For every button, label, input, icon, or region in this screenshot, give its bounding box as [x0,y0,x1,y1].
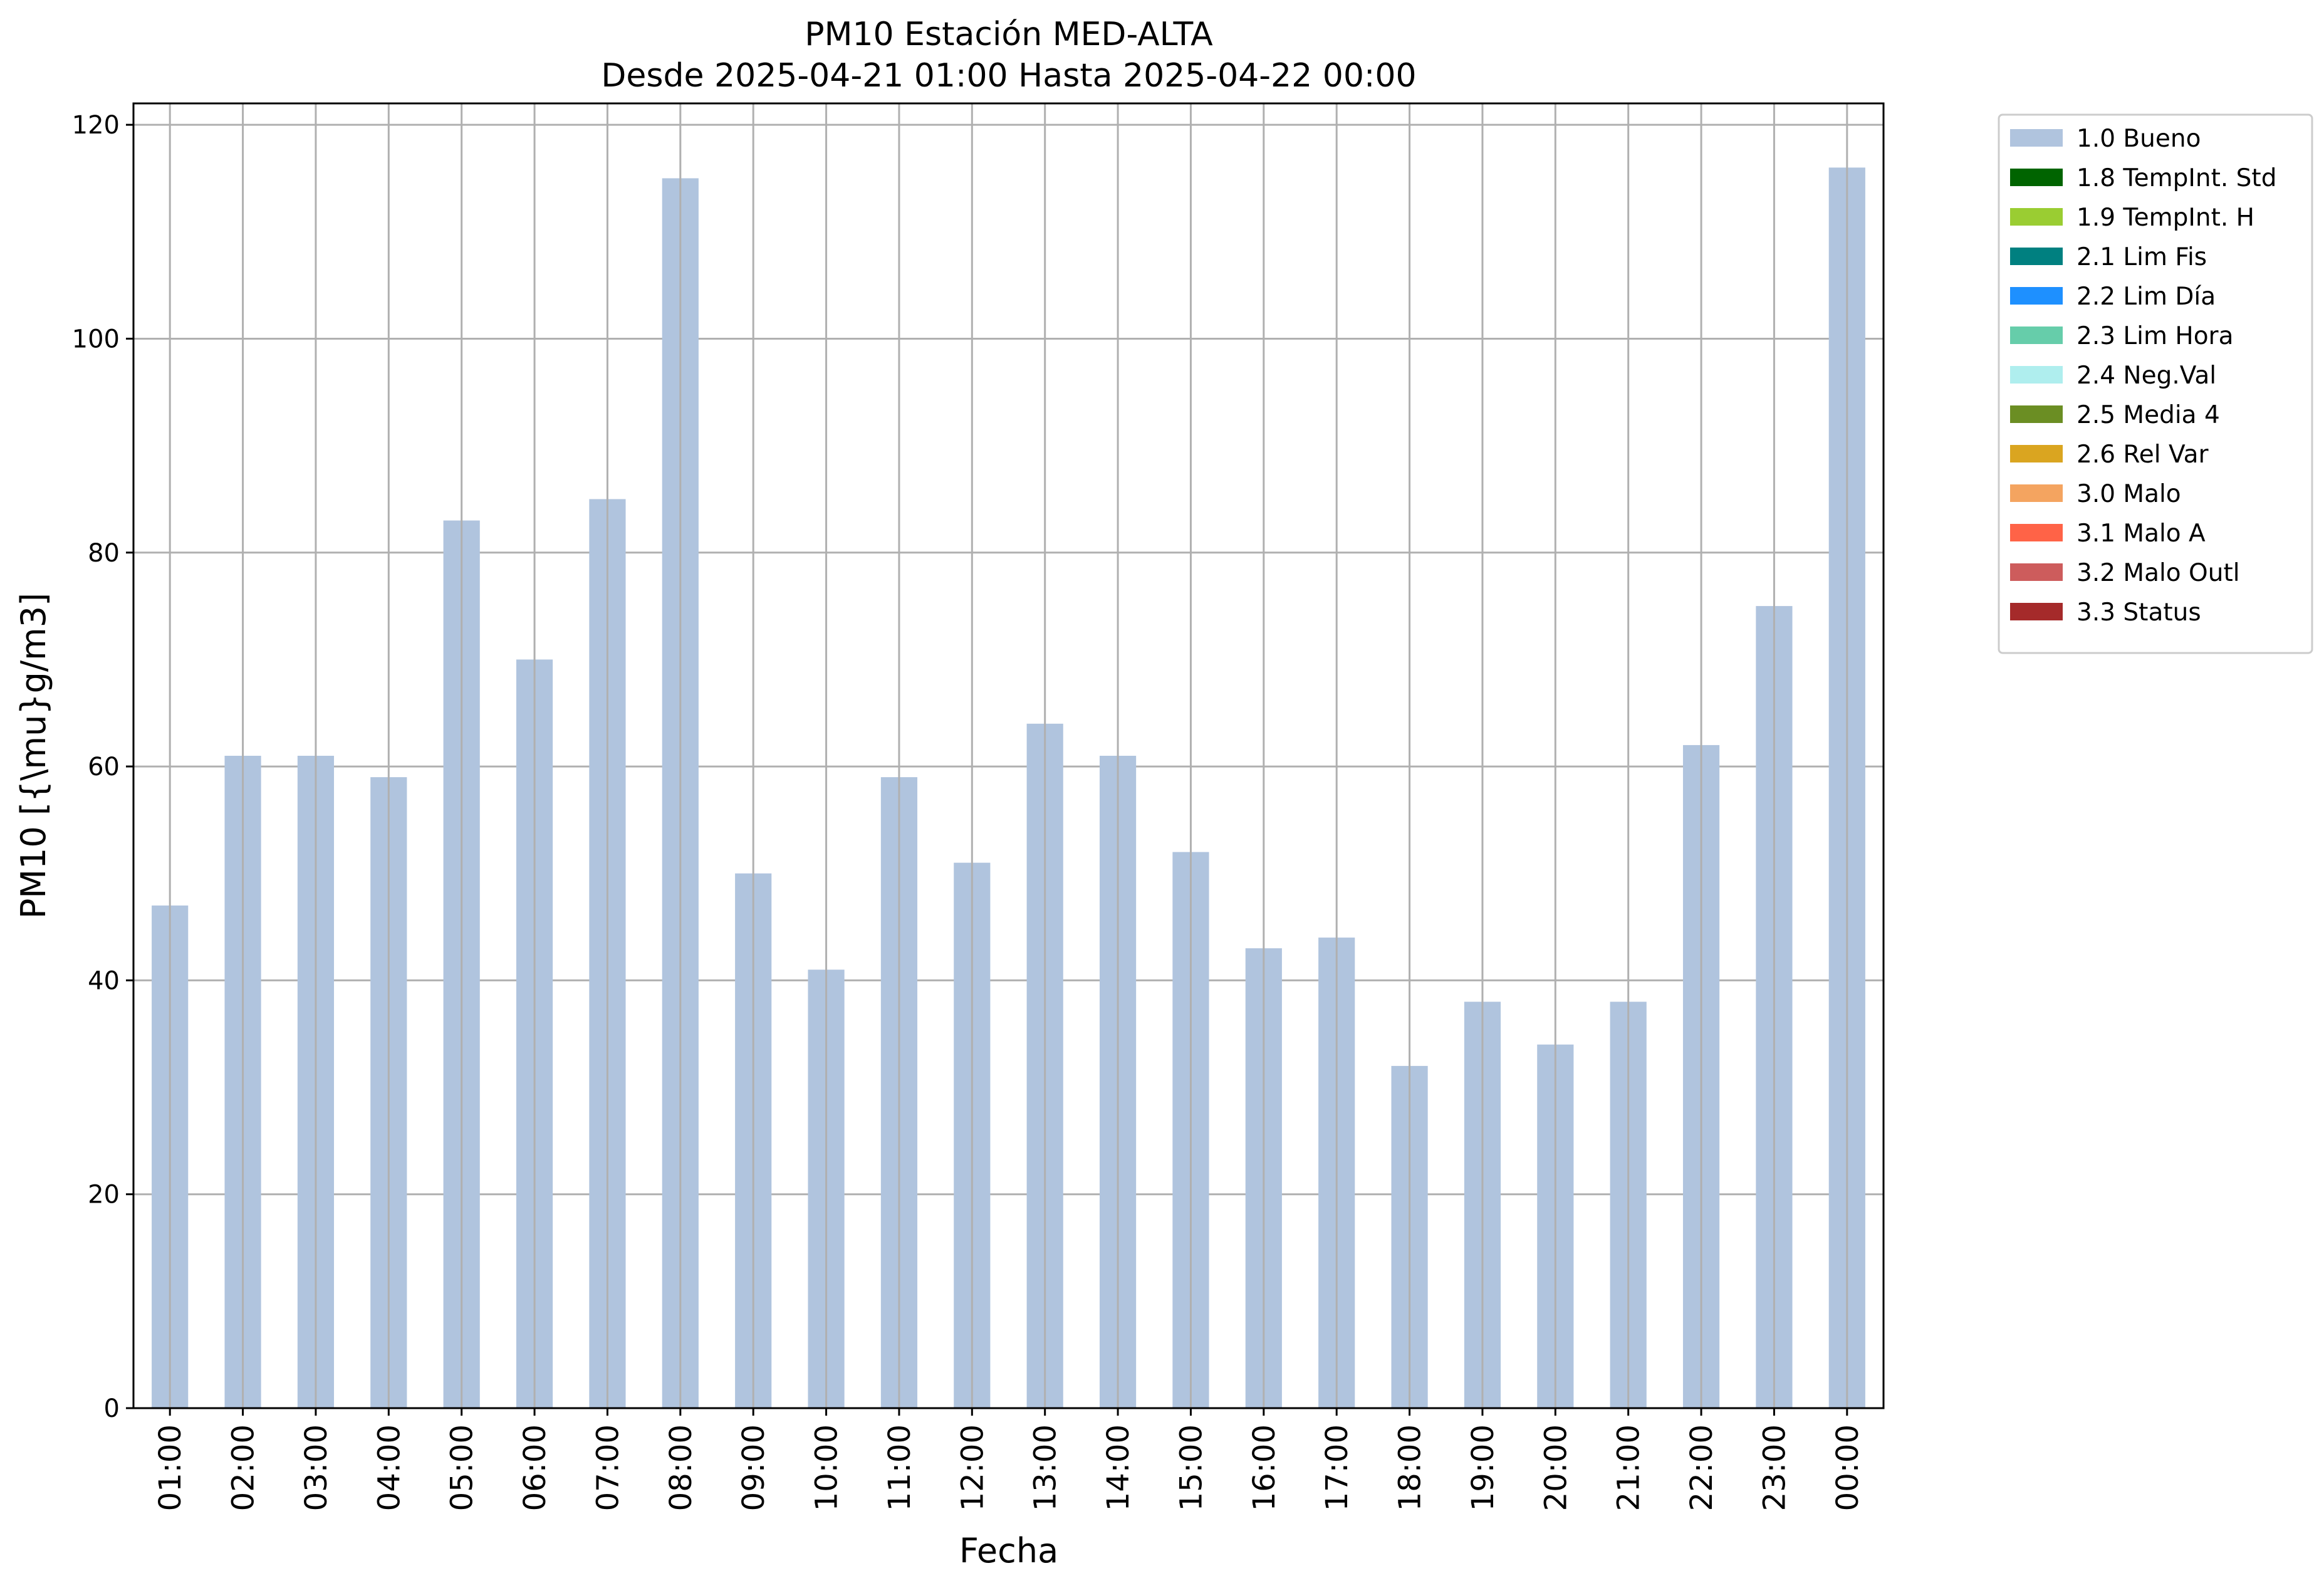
chart-subtitle: Desde 2025-04-21 01:00 Hasta 2025-04-22 … [601,57,1416,95]
legend-swatch [2010,208,2063,226]
legend-swatch [2010,484,2063,502]
x-tick-label: 14:00 [1101,1424,1136,1511]
legend-entry: 3.2 Malo Outl [2076,559,2240,587]
x-tick-label: 00:00 [1830,1424,1865,1511]
y-tick-label: 80 [88,539,120,568]
legend-entry: 2.3 Lim Hora [2076,322,2234,350]
y-tick-label: 0 [104,1394,120,1423]
x-tick-label: 05:00 [445,1424,480,1511]
legend-entry: 1.8 TempInt. Std [2076,164,2276,192]
x-tick-label: 22:00 [1684,1424,1719,1511]
legend-swatch [2010,524,2063,541]
y-tick-label: 20 [88,1181,120,1209]
x-tick-label: 18:00 [1393,1424,1428,1511]
x-tick-label: 09:00 [736,1424,771,1511]
legend-swatch [2010,129,2063,147]
legend-entry: 2.6 Rel Var [2076,441,2209,469]
legend-entry: 2.1 Lim Fis [2076,243,2207,271]
legend-swatch [2010,287,2063,305]
x-axis-label: Fecha [959,1531,1058,1570]
legend-swatch [2010,326,2063,344]
chart-title: PM10 Estación MED-ALTA [805,16,1213,53]
y-tick-label: 40 [88,966,120,995]
legend-entry: 2.4 Neg.Val [2076,362,2216,390]
grid-lines [133,123,1884,1409]
legend-swatch [2010,366,2063,384]
legend-swatch [2010,445,2063,462]
legend: 1.0 Bueno 1.8 TempInt. Std 1.9 TempInt. H 2… [1998,113,2313,654]
legend-entry: 3.0 Malo [2076,480,2181,508]
legend-swatch [2010,405,2063,423]
y-tick-label: 100 [72,325,120,353]
x-grid-lines [169,103,1848,1408]
x-tick-label: 12:00 [955,1424,990,1511]
x-tick-label: 17:00 [1320,1424,1355,1511]
x-tick-label: 11:00 [882,1424,917,1511]
x-tick-label: 06:00 [518,1424,553,1511]
x-tick-label: 16:00 [1247,1424,1282,1511]
x-tick-label: 10:00 [810,1424,845,1511]
y-axis-label: PM10 [{\mu}g/m3] [14,593,53,919]
x-tick-label: 01:00 [153,1424,188,1511]
legend-entry: 1.0 Bueno [2076,125,2201,153]
x-tick-label: 19:00 [1466,1424,1501,1511]
legend-box [1998,113,2313,654]
x-tick-label: 02:00 [226,1424,261,1511]
y-axis: 0 20 40 60 80 100 120 [72,111,133,1423]
legend-entry: 2.5 Media 4 [2076,401,2220,429]
x-tick-label: 03:00 [299,1424,334,1511]
legend-entry: 2.2 Lim Día [2076,283,2216,311]
legend-swatch [2010,169,2063,186]
x-tick-label: 20:00 [1538,1424,1573,1511]
x-tick-label: 04:00 [372,1424,407,1511]
legend-entry: 1.9 TempInt. H [2076,204,2254,232]
x-tick-label: 15:00 [1174,1424,1209,1511]
plot-frame [132,102,1885,1409]
x-axis: 01:00 02:00 03:00 04:00 05:00 06:00 07:00 08:00… [153,1408,1865,1511]
y-tick-label: 60 [88,753,120,781]
y-tick-label: 120 [72,111,120,140]
x-tick-label: 07:00 [590,1424,625,1511]
legend-swatch [2010,248,2063,265]
legend-swatch [2010,603,2063,620]
x-tick-label: 21:00 [1612,1424,1647,1511]
x-tick-label: 08:00 [664,1424,699,1511]
x-tick-label: 23:00 [1757,1424,1792,1511]
x-tick-label: 13:00 [1028,1424,1063,1511]
legend-entry: 3.1 Malo A [2076,520,2206,548]
legend-entry: 3.3 Status [2076,598,2201,627]
legend-swatch [2010,563,2063,581]
